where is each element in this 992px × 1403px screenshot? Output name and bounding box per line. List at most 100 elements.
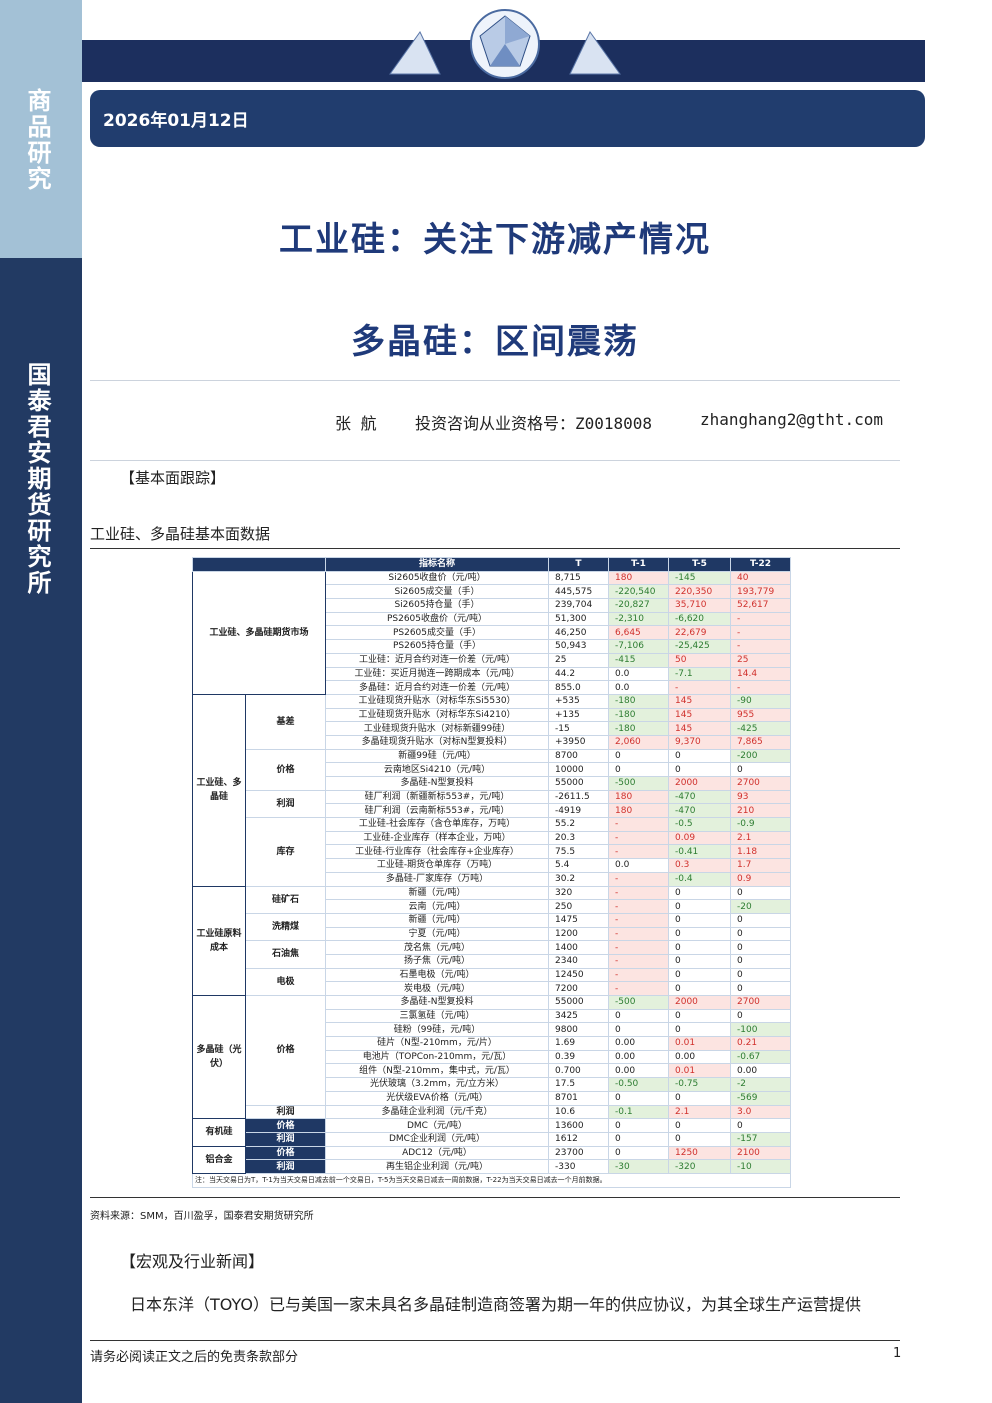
table-row: 工业硅：买近月抛连一跨期成本（元/吨） 44.2 0.0 -7.1 14.4 bbox=[193, 666, 791, 682]
value-cell: 1.7 bbox=[730, 858, 791, 873]
group-label: 工业硅原料成本 bbox=[192, 885, 246, 996]
indicator-name: PS2605收盘价（元/吨） bbox=[325, 611, 549, 627]
value-cell: -470 bbox=[668, 789, 731, 805]
value-cell: -25,425 bbox=[668, 639, 731, 654]
value-cell: -20 bbox=[730, 899, 791, 914]
value-cell: -7.1 bbox=[668, 666, 731, 682]
section-heading: 【基本面跟踪】 bbox=[120, 469, 226, 487]
value-cell: -4919 bbox=[548, 803, 609, 819]
value-cell: 7,865 bbox=[730, 734, 791, 750]
indicator-name: 工业硅现货升贴水（对标华东Si4210） bbox=[325, 707, 549, 723]
value-cell: 0 bbox=[668, 912, 731, 928]
value-cell: 17.5 bbox=[548, 1077, 609, 1092]
value-cell: 0 bbox=[668, 926, 731, 942]
indicator-name: 新疆99硅（元/吨） bbox=[325, 748, 549, 764]
value-cell: - bbox=[608, 871, 669, 887]
value-cell: 2700 bbox=[730, 995, 791, 1010]
value-cell: 8700 bbox=[548, 748, 609, 764]
value-cell: 0 bbox=[608, 1090, 669, 1106]
indicator-name: DMC企业利润（元/吨） bbox=[325, 1131, 549, 1147]
value-cell: 855.0 bbox=[548, 680, 609, 695]
value-cell: - bbox=[730, 680, 791, 695]
indicator-name: 三氯氢硅（元/吨） bbox=[325, 1008, 549, 1024]
value-cell: 0.0 bbox=[608, 666, 669, 682]
indicator-name: 多晶硅：近月合约对连一价差（元/吨） bbox=[325, 680, 549, 695]
value-cell: -180 bbox=[608, 693, 669, 709]
table-title: 工业硅、多晶硅基本面数据 bbox=[90, 525, 271, 543]
value-cell: 320 bbox=[548, 885, 609, 901]
subtitle: 多晶硅：区间震荡 bbox=[351, 322, 639, 362]
value-cell: 0.00 bbox=[668, 1049, 731, 1065]
value-cell: 7200 bbox=[548, 981, 609, 996]
value-cell: 0 bbox=[730, 912, 791, 928]
value-cell: 13600 bbox=[548, 1118, 609, 1133]
subgroup-label: 库存 bbox=[245, 817, 326, 887]
value-cell: - bbox=[608, 912, 669, 928]
value-cell: +535 bbox=[548, 693, 609, 709]
value-cell: 1250 bbox=[668, 1145, 731, 1161]
indicator-name: 组件（N型-210mm，集中式，元/瓦） bbox=[325, 1063, 549, 1079]
value-cell: 145 bbox=[668, 707, 731, 723]
indicator-name: 茂名焦（元/吨） bbox=[325, 940, 549, 955]
value-cell: 55000 bbox=[548, 995, 609, 1010]
group-label: 有机硅 bbox=[192, 1118, 246, 1147]
value-cell: -0.50 bbox=[608, 1077, 669, 1092]
subgroup-label: 利润 bbox=[245, 1131, 326, 1147]
value-cell: -500 bbox=[608, 776, 669, 791]
indicator-name: 云南地区Si4210（元/吨） bbox=[325, 762, 549, 777]
table-row: 工业硅、多晶硅期货市场 Si2605收盘价（元/吨） 8,715 180 -145 40 bbox=[192, 570, 791, 695]
value-cell: 955 bbox=[730, 707, 791, 723]
data-table: 指标名称 T T-1 T-5 T-22 工业硅、多晶硅期货市场 Si2605收盘价（元/吨）… bbox=[192, 557, 791, 1188]
value-cell: 2,060 bbox=[608, 734, 669, 750]
table-row: 工业硅现货升贴水（对标新疆99硅） -15 -180 145 -425 bbox=[193, 721, 791, 736]
value-cell: 2340 bbox=[548, 953, 609, 969]
indicator-name: 石墨电极（元/吨） bbox=[325, 967, 549, 983]
value-cell: 1.18 bbox=[730, 844, 791, 860]
value-cell: 193,779 bbox=[730, 584, 791, 600]
value-cell: -2611.5 bbox=[548, 789, 609, 805]
indicator-name: 多晶硅-N型复投料 bbox=[325, 995, 549, 1010]
value-cell: 145 bbox=[668, 693, 731, 709]
subgroup-label: 基差 bbox=[245, 693, 326, 750]
table-row: 多晶硅-厂家库存（万吨） 30.2- -0.4 0.9 bbox=[193, 871, 791, 887]
value-cell: 0 bbox=[730, 981, 791, 996]
table-row: 利润 DMC企业利润（元/吨） 1612 0 0 -157 bbox=[193, 1131, 791, 1147]
value-cell: 0 bbox=[608, 1118, 669, 1133]
indicator-name: 工业硅：近月合约对连一价差（元/吨） bbox=[325, 652, 549, 668]
indicator-name: 硅粉（99硅，元/吨） bbox=[325, 1022, 549, 1038]
logo bbox=[389, 9, 621, 79]
indicator-name: 多晶硅-厂家库存（万吨） bbox=[325, 871, 549, 887]
value-cell: 52,617 bbox=[730, 598, 791, 613]
divider bbox=[90, 1340, 900, 1341]
value-cell: -2 bbox=[730, 1077, 791, 1092]
value-cell: 2700 bbox=[730, 776, 791, 791]
divider bbox=[90, 460, 900, 461]
table-row: 宁夏（元/吨） 1200-0 0 bbox=[193, 926, 791, 942]
value-cell: -200 bbox=[730, 748, 791, 764]
table-row: 利润 再生铝企业利润（元/吨） -330 -30 -320 -10 bbox=[193, 1159, 791, 1174]
indicator-name: 扬子焦（元/吨） bbox=[325, 953, 549, 969]
indicator-name: 新疆（元/吨） bbox=[325, 885, 549, 901]
value-cell: 9800 bbox=[548, 1022, 609, 1038]
header-cell: T-22 bbox=[730, 557, 791, 572]
value-cell: 0 bbox=[668, 748, 731, 764]
value-cell: 250 bbox=[548, 899, 609, 914]
subgroup-label: 利润 bbox=[245, 789, 326, 819]
indicator-name: 工业硅现货升贴水（对标华东Si5530） bbox=[325, 693, 549, 709]
value-cell: -0.41 bbox=[668, 844, 731, 860]
value-cell: 8,715 bbox=[548, 570, 609, 586]
value-cell: -100 bbox=[730, 1022, 791, 1038]
value-cell: 0.0 bbox=[608, 858, 669, 873]
table-row: Si2605持仓量（手） 239,704 -20,827 35,710 52,617 bbox=[193, 598, 791, 613]
indicator-name: 电池片（TOPCon-210mm，元/瓦） bbox=[325, 1049, 549, 1065]
table-row: 工业硅原料成本 硅矿石 新疆（元/吨） 320-0 0 bbox=[192, 885, 791, 996]
value-cell: 0 bbox=[668, 953, 731, 969]
value-cell: 0.01 bbox=[668, 1063, 731, 1079]
value-cell: 0 bbox=[668, 940, 731, 955]
paragraph: 日本东洋（TOYO）已与美国一家未具名多晶硅制造商签署为期一年的供应协议，为其全… bbox=[130, 1295, 861, 1314]
value-cell: 0 bbox=[730, 1118, 791, 1133]
indicator-name: PS2605持仓量（手） bbox=[325, 639, 549, 654]
report-date: 2026年01月12日 bbox=[103, 111, 249, 131]
value-cell: 0.09 bbox=[668, 830, 731, 846]
value-cell: 0 bbox=[730, 762, 791, 777]
